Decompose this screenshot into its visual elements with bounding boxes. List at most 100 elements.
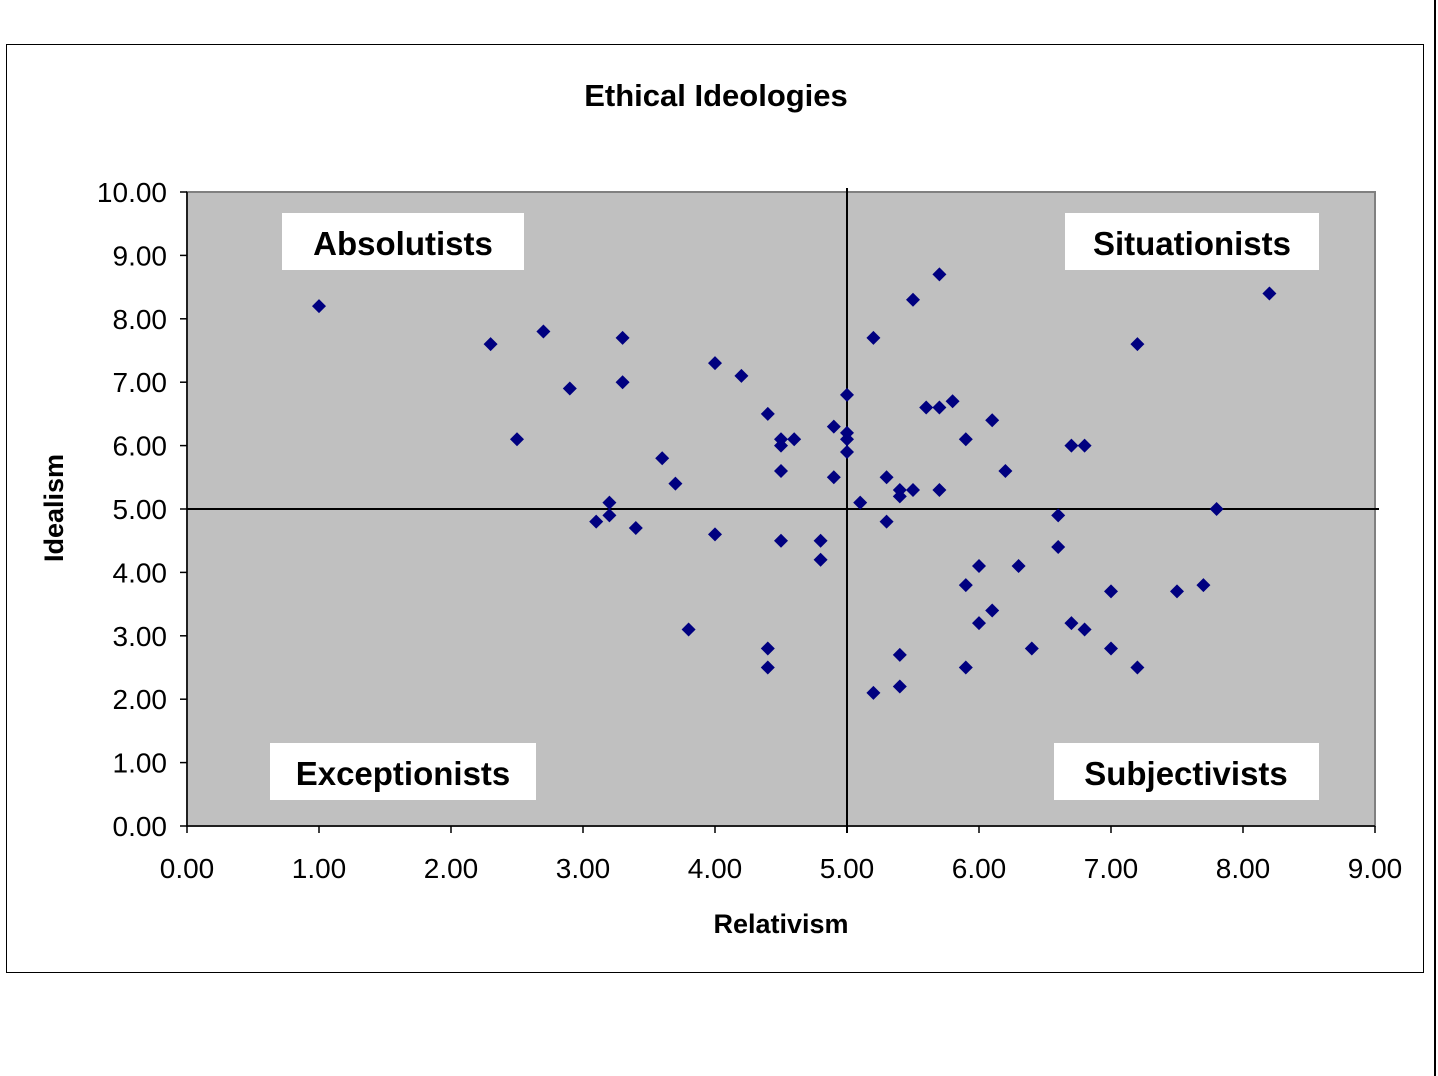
data-point [628,521,643,536]
data-point [892,489,907,504]
data-point [958,432,973,447]
data-point [312,299,326,314]
data-point [932,482,947,497]
data-point [483,337,498,352]
data-point [972,559,986,574]
quadrant-label-top-left: Absolutists [282,213,524,270]
x-tick-label: 6.00 [952,853,1007,884]
y-tick-label: 6.00 [113,431,168,462]
axes: 0.00 1.00 2.00 3.00 4.00 5.00 6.00 7.00 8.00 9.00… [97,177,1402,884]
x-tick-label: 3.00 [556,853,611,884]
y-tick-label: 9.00 [113,240,168,271]
x-tick-label: 4.00 [688,853,743,884]
y-tick-label: 3.00 [113,621,168,652]
data-point [760,641,775,656]
x-tick-label: 5.00 [820,853,875,884]
data-point [945,394,960,409]
data-point [760,660,775,675]
data-point [840,432,854,447]
quadrant-label-subjectivists: Subjectivists [1084,755,1288,792]
data-point [510,432,524,447]
data-point [681,622,696,637]
x-tick-label: 8.00 [1216,853,1271,884]
quadrant-label-situationists: Situationists [1093,225,1291,262]
chart-title: Ethical Ideologies [584,78,848,113]
data-point [813,533,828,548]
data-point [562,381,577,396]
data-point [602,495,617,510]
y-tick-label: 1.00 [113,748,168,779]
data-point [958,578,973,593]
data-point [1170,584,1184,599]
data-point [998,463,1013,478]
reference-lines [187,188,1379,833]
data-point [1104,641,1118,656]
data-point [1011,559,1026,574]
data-point [1262,286,1277,301]
data-point [708,527,722,542]
data-point [866,330,881,345]
data-point [853,495,868,510]
data-point [958,660,973,675]
data-point [655,451,670,466]
data-point [774,533,788,548]
data-point [1064,616,1079,631]
data-point [985,603,1000,618]
data-point [932,400,947,415]
y-tick-label: 5.00 [113,494,168,525]
data-point [826,419,841,434]
data-point [906,292,920,307]
data-point [972,616,986,631]
data-point [892,647,907,662]
data-point [866,685,881,700]
data-point [1051,508,1066,523]
x-tick-label: 9.00 [1348,853,1403,884]
y-tick-label: 0.00 [113,811,168,842]
data-point [985,413,1000,428]
data-point [734,368,749,383]
x-tick-label: 1.00 [292,853,347,884]
data-point [879,470,894,485]
x-tick-label: 7.00 [1084,853,1139,884]
data-point [602,508,617,523]
data-point [932,267,947,282]
quadrant-label-absolutists: Absolutists [313,225,493,262]
quadrant-label-top-right: Situationists [1065,213,1319,270]
y-tick-label: 10.00 [97,177,167,208]
data-point [1051,540,1066,555]
data-point [826,470,841,485]
data-point [813,552,828,567]
quadrant-label-bottom-left: Exceptionists [270,743,536,800]
data-point [668,476,683,491]
data-point [1196,578,1211,593]
data-point [1130,660,1145,675]
data-point [1209,502,1224,516]
data-point [615,375,630,390]
data-point [1104,584,1118,599]
data-point [840,444,854,459]
data-point [892,679,907,694]
data-point [1077,622,1092,637]
quadrant-label-bottom-right: Subjectivists [1054,743,1319,800]
data-points [312,267,1277,700]
data-point [906,482,920,497]
data-point [919,400,934,415]
data-point [589,514,604,529]
data-point [1064,438,1079,453]
data-point [615,330,630,345]
data-point [879,514,894,529]
y-tick-label: 8.00 [113,304,168,335]
x-tick-label: 0.00 [160,853,215,884]
y-axis-title: Idealism [39,454,69,562]
data-point [774,438,788,453]
x-tick-label: 2.00 [424,853,479,884]
y-tick-label: 4.00 [113,557,168,588]
quadrant-label-exceptionists: Exceptionists [296,755,511,792]
data-point [536,324,551,339]
data-point [708,356,722,371]
data-point [774,463,788,478]
data-point [1024,641,1039,656]
data-point [760,406,775,421]
x-axis-title: Relativism [713,909,848,939]
